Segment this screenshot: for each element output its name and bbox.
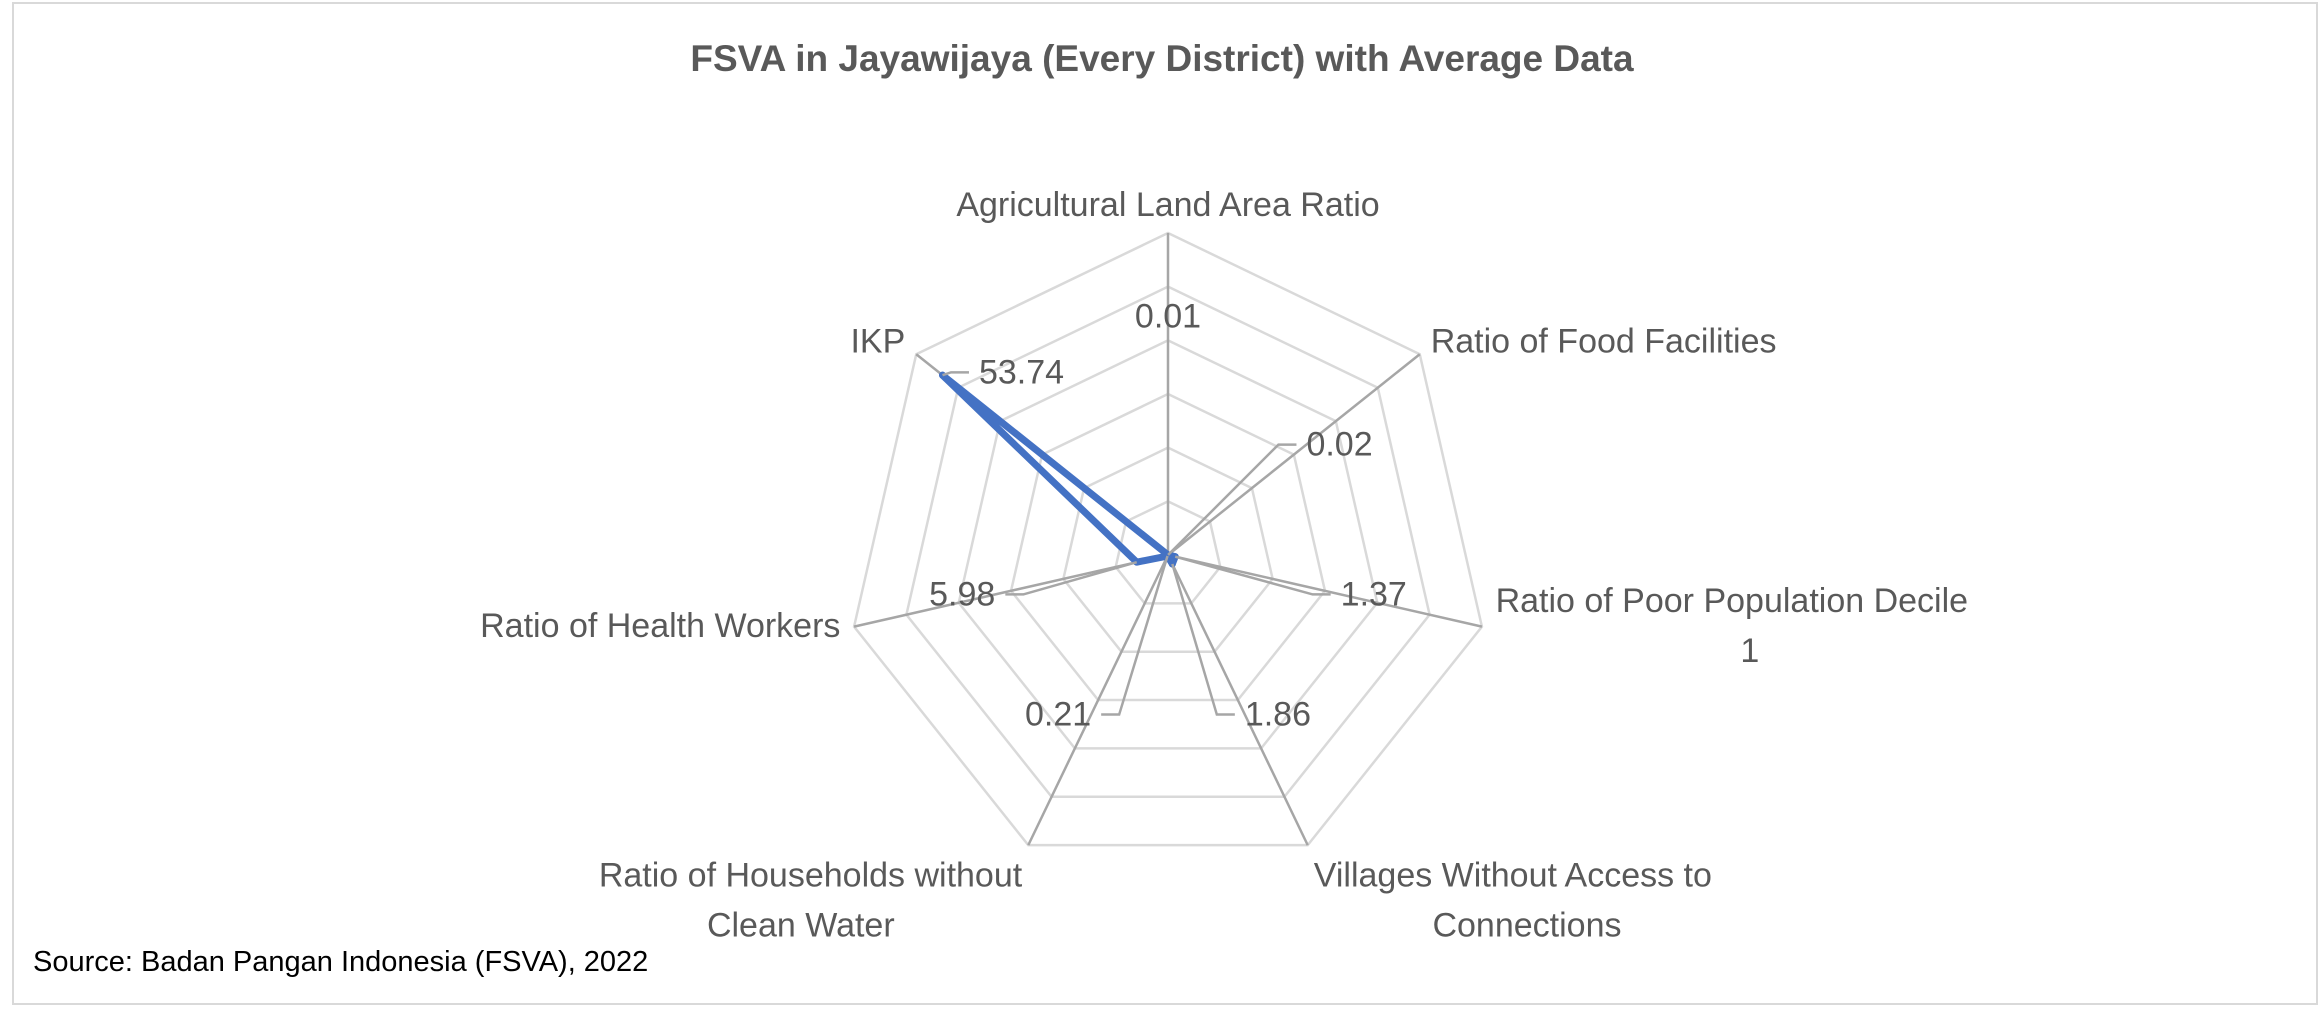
data-label-leaders (942, 371, 1331, 716)
spoke-2 (1167, 553, 1483, 628)
data-label-leader-3 (1171, 563, 1235, 716)
axis-label-4-line-1: Clean Water (707, 907, 895, 945)
grid-ring-4 (957, 338, 1379, 750)
data-label-4: 0.21 (1025, 696, 1091, 734)
grid-ring-5 (905, 285, 1431, 799)
radar-grid (852, 231, 1484, 847)
data-label-3: 1.86 (1245, 696, 1311, 734)
axis-label-6-line-0: IKP (850, 323, 905, 361)
spoke-4 (1027, 554, 1170, 846)
data-label-0: 0.01 (1135, 298, 1201, 336)
data-label-leader-5 (1005, 560, 1138, 596)
radar-series (939, 371, 1179, 568)
axis-label-5-line-0: Ratio of Health Workers (480, 607, 840, 645)
data-label-leader-6 (942, 371, 969, 377)
axis-label-3-line-0: Villages Without Access to (1314, 857, 1712, 895)
data-label-5: 5.98 (929, 575, 995, 613)
grid-ring-1 (1114, 499, 1222, 605)
grid-ring-3 (1009, 392, 1327, 702)
spoke-3 (1166, 554, 1309, 846)
axis-label-1-line-0: Ratio of Food Facilities (1431, 323, 1777, 361)
series-0-line (939, 371, 1179, 568)
chart-title: FSVA in Jayawijaya (Every District) with… (690, 38, 1634, 79)
data-label-1: 0.02 (1306, 426, 1372, 464)
axis-label-4-line-0: Ratio of Households without (599, 857, 1023, 895)
axis-label-2-line-0: Ratio of Poor Population Decile (1496, 582, 1969, 620)
data-label-2: 1.37 (1341, 575, 1407, 613)
axis-label-2-line-1: 1 (1740, 632, 1759, 670)
source-note: Source: Badan Pangan Indonesia (FSVA), 2… (33, 946, 649, 978)
data-label-leader-2 (1174, 555, 1331, 596)
grid-ring-6 (852, 231, 1484, 847)
axis-label-0-line-0: Agricultural Land Area Ratio (956, 186, 1379, 224)
data-label-6: 53.74 (979, 353, 1064, 391)
spoke-1 (1167, 353, 1421, 556)
grid-ring-2 (1062, 446, 1274, 653)
axis-label-3-line-1: Connections (1432, 907, 1621, 945)
axis-labels: Agricultural Land Area Ratio Ratio of Foo… (480, 186, 1968, 945)
data-label-leader-4 (1101, 555, 1169, 716)
data-labels: 0.01 0.02 1.37 1.86 0.21 5.98 53.74 (929, 298, 1407, 734)
data-label-leader-1 (1167, 443, 1297, 556)
